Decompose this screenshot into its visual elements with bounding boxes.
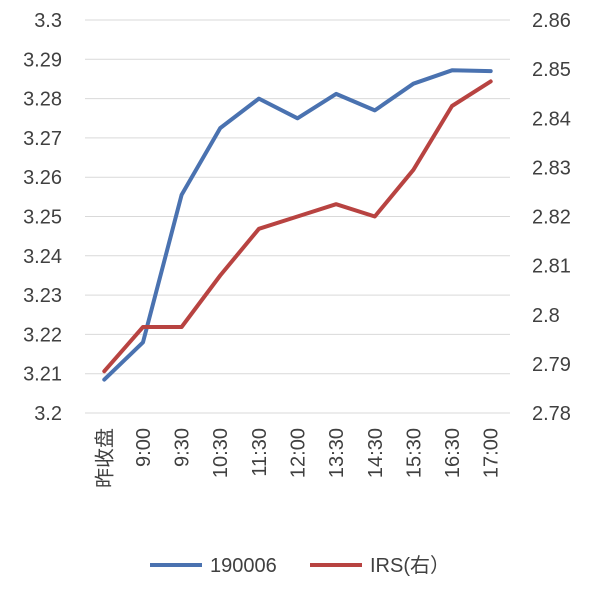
x-tick-label: 16:30	[442, 428, 464, 478]
x-tick-label: 11:30	[249, 428, 271, 477]
right-tick-label: 2.79	[532, 354, 571, 376]
left-tick-label: 3.23	[23, 285, 62, 307]
left-tick-label: 3.3	[34, 10, 62, 32]
left-tick-label: 3.26	[23, 167, 62, 189]
left-tick-label: 3.28	[23, 89, 62, 111]
series-line-irs	[102, 79, 493, 374]
legend-label-irs: IRS(右）	[370, 554, 450, 577]
legend-label-190006: 190006	[210, 555, 277, 577]
left-tick-label: 3.25	[23, 207, 62, 229]
x-tick-label: 10:30	[210, 428, 232, 478]
x-tick-label: 17:00	[481, 428, 503, 478]
left-tick-label: 3.29	[23, 49, 62, 71]
x-tick-label: 昨收盘	[93, 428, 116, 488]
series-lines	[102, 68, 493, 382]
right-tick-label: 2.83	[532, 157, 571, 179]
left-tick-label: 3.2	[34, 403, 62, 425]
x-tick-label: 9:30	[172, 428, 194, 467]
left-tick-label: 3.27	[23, 128, 62, 150]
series-line-190006	[102, 68, 493, 382]
left-tick-label: 3.24	[23, 246, 62, 268]
right-tick-label: 2.85	[532, 59, 571, 81]
right-tick-label: 2.8	[532, 305, 560, 327]
x-tick-label: 13:30	[326, 428, 348, 478]
right-tick-label: 2.78	[532, 403, 571, 425]
left-axis-ticks: 3.2 3.21 3.22 3.23 3.24 3.25 3.26 3.27 3.28 3.29 3…	[23, 10, 62, 425]
x-tick-label: 9:00	[133, 428, 155, 467]
right-tick-label: 2.81	[532, 256, 571, 278]
left-tick-label: 3.21	[23, 364, 62, 386]
right-tick-label: 2.84	[532, 108, 571, 130]
right-tick-label: 2.86	[532, 10, 571, 32]
right-axis-ticks: 2.78 2.79 2.8 2.81 2.82 2.83 2.84 2.85 2.86	[532, 10, 571, 425]
x-tick-label: 15:30	[403, 428, 425, 478]
right-tick-label: 2.82	[532, 207, 571, 229]
legend: 190006 IRS(右）	[150, 554, 450, 577]
x-tick-label: 12:00	[288, 428, 310, 478]
x-axis-ticks: 昨收盘 9:00 9:30 10:30 11:30 12:00 13:30 14:30 15:3…	[93, 428, 502, 488]
left-tick-label: 3.22	[23, 324, 62, 346]
x-tick-label: 14:30	[365, 428, 387, 478]
